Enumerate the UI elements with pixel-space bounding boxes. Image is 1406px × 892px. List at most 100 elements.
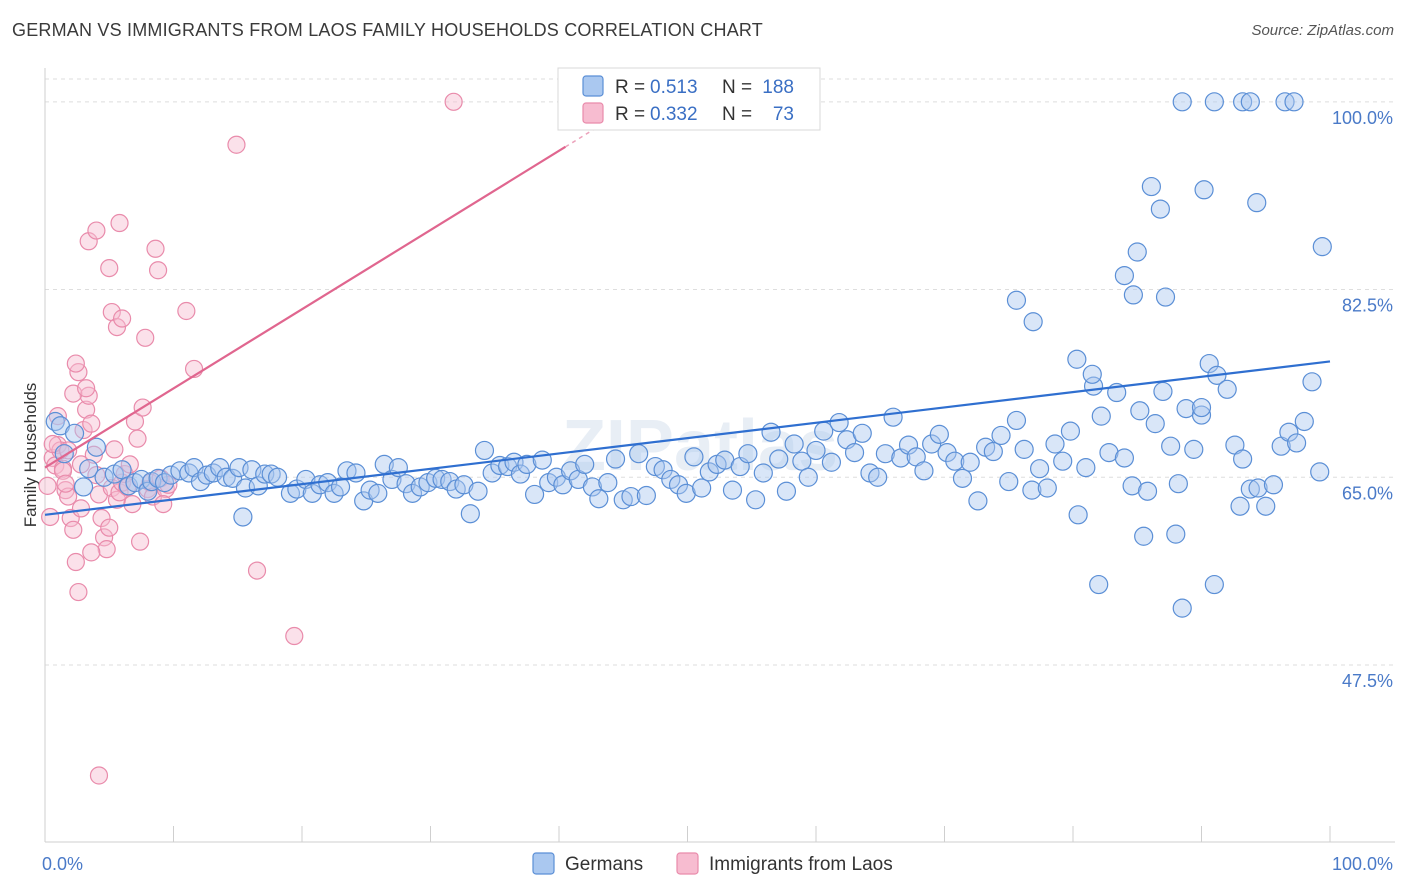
- german-point-84: [636, 485, 656, 506]
- german-point-77: [582, 477, 603, 497]
- german-point-120: [914, 461, 934, 481]
- german-point-24: [210, 458, 230, 478]
- german-point-13: [138, 481, 158, 501]
- germans-trend-line: [44, 360, 1331, 516]
- german-point-5: [79, 459, 99, 479]
- laos-point-22: [95, 528, 114, 547]
- german-point-132: [1006, 410, 1027, 431]
- german-point-82: [621, 486, 641, 507]
- german-point-177: [1284, 92, 1304, 112]
- german-point-91: [692, 478, 712, 498]
- german-point-182: [1312, 237, 1332, 257]
- laos-point-36: [130, 532, 150, 551]
- german-point-55: [426, 468, 446, 488]
- german-point-157: [1199, 353, 1219, 374]
- legend: R = 0.513 N = 188 R = 0.332 N = 73: [557, 67, 821, 131]
- german-point-83: [629, 444, 649, 464]
- grid-lines: [45, 78, 1395, 666]
- german-point-25: [216, 467, 236, 487]
- laos-point-23: [97, 540, 116, 559]
- german-point-69: [524, 484, 545, 505]
- german-point-172: [1172, 92, 1192, 112]
- bottom-legend-swatch-germans: [532, 852, 555, 875]
- laos-point-49: [77, 379, 96, 398]
- german-point-51: [396, 474, 416, 494]
- laos-point-69: [82, 543, 101, 562]
- laos-trend-line: [44, 145, 567, 469]
- german-point-190: [1191, 397, 1212, 418]
- source-label: Source: ZipAtlas.com: [1251, 22, 1394, 39]
- german-point-191: [1082, 364, 1102, 384]
- german-point-147: [1122, 476, 1142, 496]
- german-point-153: [1168, 474, 1188, 494]
- german-point-126: [960, 452, 980, 472]
- german-point-161: [1233, 449, 1253, 469]
- legend-n-label-germans: N =: [722, 77, 752, 98]
- german-point-141: [1076, 458, 1096, 478]
- german-point-39: [310, 475, 330, 495]
- german-point-85: [645, 456, 665, 477]
- german-point-139: [1060, 421, 1081, 441]
- german-point-146: [1114, 448, 1135, 468]
- german-point-192: [1089, 574, 1109, 595]
- german-point-171: [1310, 462, 1330, 482]
- y-tick-label-2: 65.0%: [1342, 483, 1393, 503]
- german-point-99: [753, 463, 773, 483]
- german-point-184: [1114, 266, 1135, 286]
- german-point-162: [1240, 479, 1260, 499]
- legend-n-value-laos: 73: [773, 104, 794, 125]
- german-point-156: [1191, 405, 1212, 425]
- german-point-174: [1233, 92, 1253, 112]
- german-point-26: [223, 468, 243, 488]
- bottom-legend: Germans Immigrants from Laos: [532, 852, 893, 875]
- legend-n-label-laos: N =: [722, 104, 752, 125]
- german-point-98: [746, 490, 766, 510]
- legend-r-label-germans: R =: [615, 77, 645, 98]
- german-point-168: [1286, 433, 1307, 453]
- german-point-183: [1127, 242, 1147, 262]
- german-point-6: [86, 437, 107, 457]
- german-point-165: [1263, 475, 1284, 495]
- german-point-108: [821, 452, 842, 472]
- laos-point-21: [92, 508, 111, 528]
- german-point-59: [454, 475, 474, 495]
- german-point-131: [999, 471, 1019, 492]
- german-point-125: [952, 468, 973, 488]
- german-point-79: [598, 473, 618, 493]
- y-tick-label-3: 47.5%: [1342, 671, 1393, 691]
- laos-point-50: [66, 354, 85, 373]
- german-point-118: [898, 435, 919, 455]
- laos-point-42: [146, 239, 165, 258]
- laos-point-43: [148, 261, 168, 280]
- german-point-111: [844, 443, 865, 463]
- german-point-72: [546, 467, 567, 487]
- laos-point-11: [66, 552, 85, 572]
- laos-point-10: [64, 520, 83, 539]
- laos-point-52: [87, 221, 106, 240]
- german-point-164: [1256, 496, 1276, 516]
- german-point-144: [1099, 443, 1119, 463]
- german-point-92: [699, 462, 719, 482]
- x-tick-labels: 0.0% 100.0%: [42, 854, 1393, 874]
- german-point-196: [1204, 574, 1224, 595]
- german-point-173: [1204, 92, 1224, 112]
- german-point-67: [510, 464, 531, 484]
- bottom-legend-swatch-laos: [676, 852, 699, 875]
- german-point-76: [575, 454, 595, 474]
- german-point-95: [722, 480, 743, 500]
- german-point-152: [1161, 436, 1181, 456]
- german-point-193: [1134, 526, 1154, 546]
- german-point-155: [1184, 439, 1204, 459]
- german-point-3: [64, 423, 85, 443]
- german-point-194: [1166, 524, 1186, 544]
- german-point-130: [991, 425, 1011, 446]
- german-point-134: [1022, 480, 1042, 500]
- german-point-148: [1130, 401, 1150, 421]
- laos-point-62: [285, 626, 304, 646]
- laos-point-54: [110, 213, 129, 233]
- laos-point-67: [56, 474, 75, 493]
- german-point-109: [829, 412, 849, 433]
- x-tick-label-0: 0.0%: [42, 854, 83, 874]
- german-point-4: [73, 477, 94, 497]
